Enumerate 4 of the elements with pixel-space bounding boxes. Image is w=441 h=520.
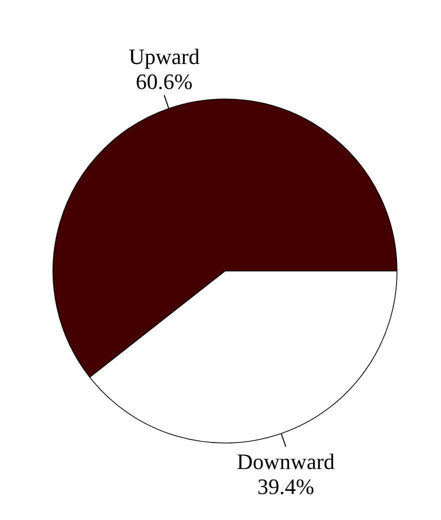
slice-label: Upward (128, 44, 200, 70)
data-label: 39.4% (257, 474, 314, 499)
slice-label: Downward (236, 448, 335, 474)
data-label: 60.6% (136, 69, 193, 94)
